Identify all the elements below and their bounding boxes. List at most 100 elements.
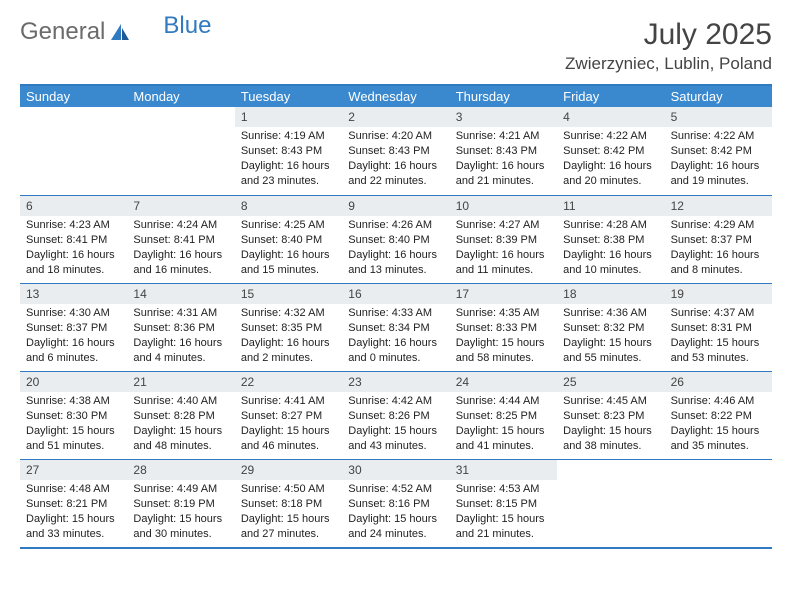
sunrise-text: Sunrise: 4:29 AM	[671, 218, 766, 233]
day-cell: 21Sunrise: 4:40 AMSunset: 8:28 PMDayligh…	[127, 372, 234, 459]
daylight-text: Daylight: 16 hours and 4 minutes.	[133, 336, 228, 366]
day-info: Sunrise: 4:19 AMSunset: 8:43 PMDaylight:…	[235, 129, 342, 192]
day-info: Sunrise: 4:24 AMSunset: 8:41 PMDaylight:…	[127, 218, 234, 281]
day-number: 5	[665, 107, 772, 127]
day-cell: 8Sunrise: 4:25 AMSunset: 8:40 PMDaylight…	[235, 196, 342, 283]
logo-sail-icon	[109, 22, 131, 42]
day-info: Sunrise: 4:27 AMSunset: 8:39 PMDaylight:…	[450, 218, 557, 281]
daylight-text: Daylight: 15 hours and 33 minutes.	[26, 512, 121, 542]
day-number: 11	[557, 196, 664, 216]
daylight-text: Daylight: 16 hours and 18 minutes.	[26, 248, 121, 278]
title-block: July 2025 Zwierzyniec, Lublin, Poland	[565, 18, 772, 74]
day-number: 23	[342, 372, 449, 392]
sunrise-text: Sunrise: 4:26 AM	[348, 218, 443, 233]
week-row: 1Sunrise: 4:19 AMSunset: 8:43 PMDaylight…	[20, 107, 772, 195]
sunrise-text: Sunrise: 4:52 AM	[348, 482, 443, 497]
sunrise-text: Sunrise: 4:28 AM	[563, 218, 658, 233]
day-cell: 30Sunrise: 4:52 AMSunset: 8:16 PMDayligh…	[342, 460, 449, 547]
sunset-text: Sunset: 8:19 PM	[133, 497, 228, 512]
weekday-header: Saturday	[665, 86, 772, 107]
day-info: Sunrise: 4:38 AMSunset: 8:30 PMDaylight:…	[20, 394, 127, 457]
daylight-text: Daylight: 15 hours and 55 minutes.	[563, 336, 658, 366]
sunset-text: Sunset: 8:18 PM	[241, 497, 336, 512]
day-number: 1	[235, 107, 342, 127]
day-info: Sunrise: 4:45 AMSunset: 8:23 PMDaylight:…	[557, 394, 664, 457]
sunrise-text: Sunrise: 4:35 AM	[456, 306, 551, 321]
sunrise-text: Sunrise: 4:44 AM	[456, 394, 551, 409]
sunset-text: Sunset: 8:41 PM	[26, 233, 121, 248]
daylight-text: Daylight: 15 hours and 24 minutes.	[348, 512, 443, 542]
day-number: 19	[665, 284, 772, 304]
daylight-text: Daylight: 16 hours and 6 minutes.	[26, 336, 121, 366]
day-number: 13	[20, 284, 127, 304]
sunset-text: Sunset: 8:41 PM	[133, 233, 228, 248]
day-number: 29	[235, 460, 342, 480]
daylight-text: Daylight: 16 hours and 16 minutes.	[133, 248, 228, 278]
day-info: Sunrise: 4:22 AMSunset: 8:42 PMDaylight:…	[665, 129, 772, 192]
day-info: Sunrise: 4:29 AMSunset: 8:37 PMDaylight:…	[665, 218, 772, 281]
sunrise-text: Sunrise: 4:40 AM	[133, 394, 228, 409]
day-info: Sunrise: 4:31 AMSunset: 8:36 PMDaylight:…	[127, 306, 234, 369]
sunset-text: Sunset: 8:28 PM	[133, 409, 228, 424]
day-cell	[557, 460, 664, 547]
day-cell: 14Sunrise: 4:31 AMSunset: 8:36 PMDayligh…	[127, 284, 234, 371]
day-number: 24	[450, 372, 557, 392]
sunrise-text: Sunrise: 4:37 AM	[671, 306, 766, 321]
week-row: 20Sunrise: 4:38 AMSunset: 8:30 PMDayligh…	[20, 371, 772, 459]
day-cell: 13 Sunrise: 4:30 AMSunset: 8:37 PMDayligh…	[20, 284, 127, 371]
sunrise-text: Sunrise: 4:24 AM	[133, 218, 228, 233]
week-row: 27Sunrise: 4:48 AMSunset: 8:21 PMDayligh…	[20, 459, 772, 547]
day-info: Sunrise: 4:35 AMSunset: 8:33 PMDaylight:…	[450, 306, 557, 369]
sunset-text: Sunset: 8:43 PM	[241, 144, 336, 159]
sunset-text: Sunset: 8:40 PM	[241, 233, 336, 248]
day-cell: 1Sunrise: 4:19 AMSunset: 8:43 PMDaylight…	[235, 107, 342, 195]
sunset-text: Sunset: 8:32 PM	[563, 321, 658, 336]
day-number: 26	[665, 372, 772, 392]
day-info: Sunrise: 4:20 AMSunset: 8:43 PMDaylight:…	[342, 129, 449, 192]
daylight-text: Daylight: 15 hours and 27 minutes.	[241, 512, 336, 542]
day-info: Sunrise: 4:22 AMSunset: 8:42 PMDaylight:…	[557, 129, 664, 192]
day-cell: 6Sunrise: 4:23 AMSunset: 8:41 PMDaylight…	[20, 196, 127, 283]
logo-text-general: General	[20, 18, 105, 46]
day-cell: 4Sunrise: 4:22 AMSunset: 8:42 PMDaylight…	[557, 107, 664, 195]
sunset-text: Sunset: 8:26 PM	[348, 409, 443, 424]
day-info: Sunrise: 4:23 AMSunset: 8:41 PMDaylight:…	[20, 218, 127, 281]
sunset-text: Sunset: 8:22 PM	[671, 409, 766, 424]
day-number: 9	[342, 196, 449, 216]
day-cell: 27Sunrise: 4:48 AMSunset: 8:21 PMDayligh…	[20, 460, 127, 547]
sunset-text: Sunset: 8:35 PM	[241, 321, 336, 336]
sunrise-text: Sunrise: 4:49 AM	[133, 482, 228, 497]
day-info: Sunrise: 4:25 AMSunset: 8:40 PMDaylight:…	[235, 218, 342, 281]
day-cell: 23Sunrise: 4:42 AMSunset: 8:26 PMDayligh…	[342, 372, 449, 459]
daylight-text: Daylight: 15 hours and 35 minutes.	[671, 424, 766, 454]
day-number: 22	[235, 372, 342, 392]
sunrise-text: Sunrise: 4:25 AM	[241, 218, 336, 233]
day-info: Sunrise: 4:46 AMSunset: 8:22 PMDaylight:…	[665, 394, 772, 457]
sunset-text: Sunset: 8:23 PM	[563, 409, 658, 424]
day-info: Sunrise: 4:33 AMSunset: 8:34 PMDaylight:…	[342, 306, 449, 369]
day-cell: 28Sunrise: 4:49 AMSunset: 8:19 PMDayligh…	[127, 460, 234, 547]
day-cell: 12Sunrise: 4:29 AMSunset: 8:37 PMDayligh…	[665, 196, 772, 283]
day-number: 18	[557, 284, 664, 304]
day-info: Sunrise: 4:40 AMSunset: 8:28 PMDaylight:…	[127, 394, 234, 457]
day-cell: 26Sunrise: 4:46 AMSunset: 8:22 PMDayligh…	[665, 372, 772, 459]
day-number: 21	[127, 372, 234, 392]
day-number: 15	[235, 284, 342, 304]
sunrise-text: Sunrise: 4:23 AM	[26, 218, 121, 233]
sunset-text: Sunset: 8:37 PM	[26, 321, 121, 336]
day-number: 12	[665, 196, 772, 216]
daylight-text: Daylight: 16 hours and 19 minutes.	[671, 159, 766, 189]
day-info: Sunrise: 4:44 AMSunset: 8:25 PMDaylight:…	[450, 394, 557, 457]
sunrise-text: Sunrise: 4:48 AM	[26, 482, 121, 497]
day-cell: 20Sunrise: 4:38 AMSunset: 8:30 PMDayligh…	[20, 372, 127, 459]
sunrise-text: Sunrise: 4:19 AM	[241, 129, 336, 144]
day-info: Sunrise: 4:42 AMSunset: 8:26 PMDaylight:…	[342, 394, 449, 457]
day-cell: 10Sunrise: 4:27 AMSunset: 8:39 PMDayligh…	[450, 196, 557, 283]
day-number: 14	[127, 284, 234, 304]
sunset-text: Sunset: 8:37 PM	[671, 233, 766, 248]
sunrise-text: Sunrise: 4:30 AM	[26, 306, 121, 321]
week-row: 13Sunrise: 4:30 AMSunset: 8:37 PMDayligh…	[20, 283, 772, 371]
daylight-text: Daylight: 15 hours and 46 minutes.	[241, 424, 336, 454]
sunrise-text: Sunrise: 4:31 AM	[133, 306, 228, 321]
day-cell: 7Sunrise: 4:24 AMSunset: 8:41 PMDaylight…	[127, 196, 234, 283]
